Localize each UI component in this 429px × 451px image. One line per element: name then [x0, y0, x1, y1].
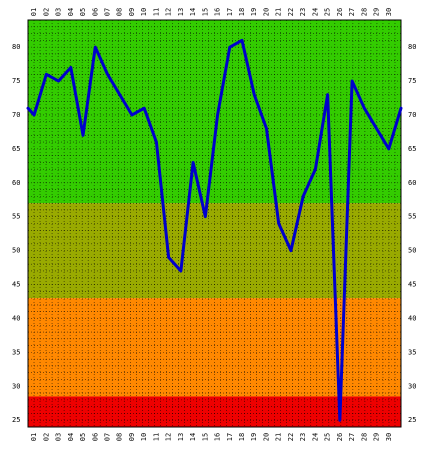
y-tick-label-left: 30: [12, 382, 20, 390]
x-tick-label-bottom: 20: [262, 433, 270, 441]
x-tick-label-bottom: 22: [287, 433, 295, 441]
x-tick-label-top: 14: [189, 8, 197, 16]
plot-frame: [27, 19, 402, 428]
x-tick-label-top: 02: [42, 8, 50, 16]
x-tick-label-top: 08: [116, 8, 124, 16]
x-tick-label-top: 06: [91, 8, 99, 16]
series-group: [26, 38, 403, 422]
x-tick-label-bottom: 29: [373, 433, 381, 441]
y-tick-label-right: 55: [408, 213, 416, 221]
x-tick-label-bottom: 26: [336, 433, 344, 441]
x-tick-label-top: 04: [67, 8, 75, 16]
y-tick-label-left: 70: [12, 111, 20, 119]
x-tick-label-bottom: 17: [226, 433, 234, 441]
y-tick-label-right: 70: [408, 111, 416, 119]
x-tick-label-top: 12: [165, 8, 173, 16]
y-tick-label-right: 75: [408, 77, 416, 85]
y-tick-label-right: 30: [408, 382, 416, 390]
series-line-1: [26, 38, 403, 422]
x-tick-label-top: 01: [30, 8, 38, 16]
x-tick-label-bottom: 10: [140, 433, 148, 441]
x-tick-label-bottom: 11: [152, 433, 160, 441]
x-tick-label-top: 16: [214, 8, 222, 16]
x-tick-label-bottom: 16: [214, 433, 222, 441]
x-tick-label-top: 17: [226, 8, 234, 16]
y-tick-label-right: 45: [408, 281, 416, 289]
y-tick-label-left: 60: [12, 179, 20, 187]
y-tick-label-left: 40: [12, 314, 20, 322]
x-tick-label-bottom: 04: [67, 433, 75, 441]
x-tick-label-top: 13: [177, 8, 185, 16]
x-tick-label-top: 19: [250, 8, 258, 16]
x-tick-label-top: 24: [311, 8, 319, 16]
y-tick-label-left: 80: [12, 43, 20, 51]
x-tick-label-bottom: 15: [201, 433, 209, 441]
x-tick-label-top: 10: [140, 8, 148, 16]
x-tick-label-top: 20: [262, 8, 270, 16]
x-tick-labels-bottom: 01 02 03 04 05 06 07 08 09 10 11 12 13 14 15 16 17 18 19 20…: [30, 433, 393, 441]
y-tick-label-right: 60: [408, 179, 416, 187]
x-tick-label-bottom: 01: [30, 433, 38, 441]
x-tick-label-top: 27: [348, 8, 356, 16]
x-tick-label-bottom: 09: [128, 433, 136, 441]
x-tick-label-top: 09: [128, 8, 136, 16]
x-tick-label-bottom: 13: [177, 433, 185, 441]
x-tick-label-bottom: 08: [116, 433, 124, 441]
y-tick-label-right: 65: [408, 145, 416, 153]
y-tick-label-left: 50: [12, 247, 20, 255]
y-tick-label-right: 40: [408, 314, 416, 322]
x-tick-label-bottom: 14: [189, 433, 197, 441]
y-tick-label-left: 65: [12, 145, 20, 153]
y-tick-label-left: 55: [12, 213, 20, 221]
x-tick-label-bottom: 12: [165, 433, 173, 441]
x-tick-label-bottom: 28: [360, 433, 368, 441]
x-tick-label-top: 11: [152, 8, 160, 16]
x-tick-label-bottom: 25: [324, 433, 332, 441]
y-tick-labels-left: 25 30 35 40 45 50 55 60 65 70 75 80: [12, 43, 20, 424]
y-tick-label-right: 35: [408, 348, 416, 356]
x-tick-label-top: 15: [201, 8, 209, 16]
x-tick-label-top: 22: [287, 8, 295, 16]
y-tick-label-left: 75: [12, 77, 20, 85]
y-tick-label-right: 80: [408, 43, 416, 51]
x-tick-label-bottom: 07: [103, 433, 111, 441]
x-tick-label-top: 07: [103, 8, 111, 16]
x-tick-labels-top: 01 02 03 04 05 06 07 08 09 10 11 12 13 14 15 16 17 18 19 20…: [30, 8, 393, 16]
x-tick-label-bottom: 21: [275, 433, 283, 441]
x-tick-label-top: 26: [336, 8, 344, 16]
x-tick-label-top: 21: [275, 8, 283, 16]
x-tick-label-bottom: 30: [385, 433, 393, 441]
y-tick-label-right: 25: [408, 416, 416, 424]
y-tick-label-left: 45: [12, 281, 20, 289]
x-tick-label-top: 29: [373, 8, 381, 16]
x-tick-label-top: 28: [360, 8, 368, 16]
x-tick-label-bottom: 27: [348, 433, 356, 441]
y-tick-labels-right: 25 30 35 40 45 50 55 60 65 70 75 80: [408, 43, 416, 424]
x-tick-label-bottom: 03: [55, 433, 63, 441]
x-tick-label-bottom: 06: [91, 433, 99, 441]
x-tick-label-top: 03: [55, 8, 63, 16]
y-tick-label-left: 35: [12, 348, 20, 356]
x-tick-label-bottom: 18: [238, 433, 246, 441]
x-tick-label-top: 05: [79, 8, 87, 16]
y-tick-label-right: 50: [408, 247, 416, 255]
x-tick-label-top: 30: [385, 8, 393, 16]
y-tick-label-left: 25: [12, 416, 20, 424]
x-tick-label-bottom: 19: [250, 433, 258, 441]
x-tick-label-top: 25: [324, 8, 332, 16]
x-tick-label-bottom: 02: [42, 433, 50, 441]
x-tick-label-top: 18: [238, 8, 246, 16]
x-tick-label-bottom: 24: [311, 433, 319, 441]
x-tick-label-top: 23: [299, 8, 307, 16]
x-tick-label-bottom: 05: [79, 433, 87, 441]
x-tick-label-bottom: 23: [299, 433, 307, 441]
